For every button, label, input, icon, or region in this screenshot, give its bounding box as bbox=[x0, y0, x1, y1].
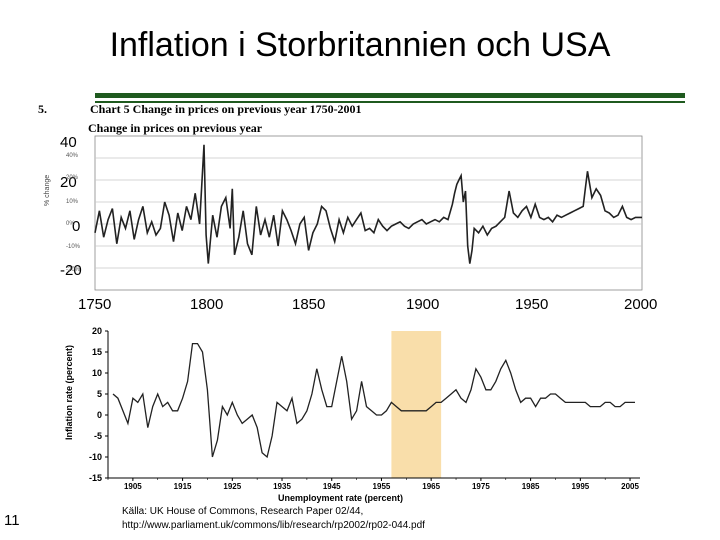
source-line-1: Källa: UK House of Commons, Research Pap… bbox=[122, 506, 364, 517]
chart1-frame bbox=[94, 135, 643, 291]
source-line-2: http://www.parliament.uk/commons/lib/res… bbox=[122, 520, 425, 531]
chart1-x-tick: 2000 bbox=[624, 296, 658, 313]
chart1-number: 5. bbox=[38, 102, 47, 116]
title-rule-thin bbox=[95, 101, 685, 103]
chart2-x-tick-label: 1915 bbox=[174, 482, 192, 491]
chart2-series-line bbox=[112, 342, 635, 459]
chart1-x-tick: 1850 bbox=[292, 296, 326, 313]
slide-number: 11 bbox=[4, 512, 20, 529]
chart1-small-y-tick: 20% bbox=[66, 175, 79, 181]
chart1-small-y-tick: -10% bbox=[66, 244, 81, 250]
chart2-y-tick-label: 5 bbox=[97, 389, 102, 399]
chart1-x-tick: 1900 bbox=[406, 296, 440, 313]
chart1-small-y-tick: 40% bbox=[66, 153, 79, 159]
chart1-title: Chart 5 Change in prices on previous yea… bbox=[90, 102, 362, 116]
chart1-series-line bbox=[94, 144, 642, 264]
chart2-x-tick-label: 1975 bbox=[472, 482, 490, 491]
chart2-y-tick-label: -15 bbox=[89, 473, 102, 483]
chart1-subtitle: Change in prices on previous year bbox=[88, 121, 263, 135]
chart1-small-y-tick: 10% bbox=[66, 199, 79, 205]
chart2-x-tick-label: 1985 bbox=[522, 482, 540, 491]
chart1-x-tick: 1950 bbox=[515, 296, 549, 313]
chart2-xlabel: Unemployment rate (percent) bbox=[278, 493, 404, 503]
chart2-x-tick-label: 1935 bbox=[273, 482, 291, 491]
chart1-x-tick: 1750 bbox=[78, 296, 112, 313]
title-rule bbox=[95, 93, 685, 98]
chart2-x-tick-label: 1965 bbox=[422, 482, 440, 491]
chart2-y-tick-label: 15 bbox=[92, 347, 102, 357]
chart2-y-tick-label: 20 bbox=[92, 326, 102, 336]
chart1-overlay-y-tick: 20 bbox=[60, 174, 77, 191]
chart1-overlay-y-tick: 40 bbox=[60, 134, 77, 151]
chart2-y-tick-label: -10 bbox=[89, 452, 102, 462]
chart2-x-tick-label: 1905 bbox=[124, 482, 142, 491]
chart2-x-tick-label: 1955 bbox=[373, 482, 391, 491]
chart2-x-tick-label: 1945 bbox=[323, 482, 341, 491]
chart2-x-tick-label: 2005 bbox=[621, 482, 639, 491]
chart1-overlay-y-tick: 0 bbox=[72, 218, 81, 235]
chart1-header: 5. Chart 5 Change in prices on previous y… bbox=[38, 102, 362, 117]
chart1-x-tick: 1800 bbox=[190, 296, 224, 313]
chart2-y-tick-label: 0 bbox=[97, 410, 102, 420]
slide-title: Inflation i Storbritannien och USA bbox=[109, 26, 611, 64]
chart2-x-tick-label: 1995 bbox=[571, 482, 589, 491]
chart1-small-y-tick: -20% bbox=[66, 267, 81, 273]
chart2-y-tick-label: -5 bbox=[94, 431, 102, 441]
source-citation: Källa: UK House of Commons, Research Pap… bbox=[122, 505, 425, 533]
chart1-overlay-y-tick: -20 bbox=[60, 262, 82, 279]
chart2-x-tick-label: 1925 bbox=[223, 482, 241, 491]
chart2-y-tick-label: 10 bbox=[92, 368, 102, 378]
chart1-small-y-tick: 0% bbox=[66, 221, 75, 227]
chart2-ylabel: Inflation rate (percent) bbox=[64, 344, 74, 440]
